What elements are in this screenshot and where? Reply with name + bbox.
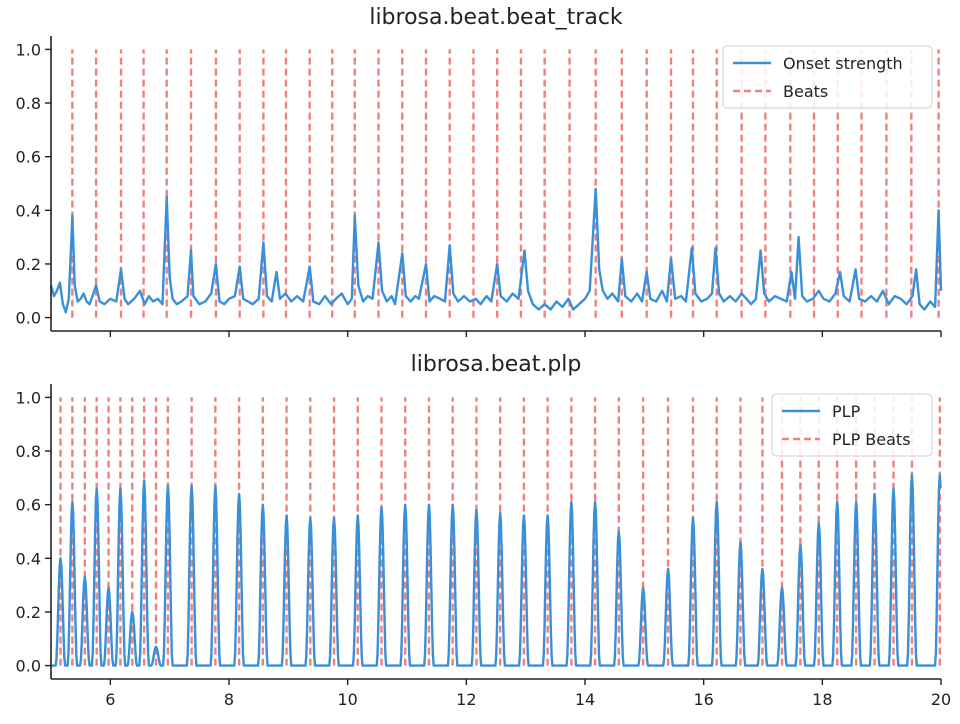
plp-chart-title: librosa.beat.plp	[411, 352, 582, 377]
beat-track-y-tick-label: 0.2	[16, 255, 41, 274]
plp-y-tick-label: 0.8	[16, 442, 41, 461]
plp-x-tick-label: 14	[575, 690, 595, 709]
plp-series-line	[51, 474, 942, 667]
beat-track-series-line	[49, 187, 943, 314]
plp-x-tick-label: 16	[693, 690, 713, 709]
beat-track-chart-title: librosa.beat.beat_track	[369, 5, 623, 30]
plp-x-tick-label: 8	[224, 690, 234, 709]
plp-y-tick-label: 0.0	[16, 657, 41, 676]
plp-y-tick-label: 1.0	[16, 388, 41, 407]
beat-track-y-tick-label: 0.0	[16, 309, 41, 328]
beat-track-legend-series-label: Onset strength	[783, 54, 903, 73]
beat-track-legend: Onset strength Beats	[722, 45, 933, 109]
plp-y-tick-label: 0.4	[16, 549, 41, 568]
beat-track-y-tick-label: 0.4	[16, 201, 41, 220]
plp-panel: librosa.beat.plp 0.0 0.2 0.4 0.6 0.8 1.0 6 8 10 12…	[16, 352, 952, 709]
beat-track-y-tick-label: 1.0	[16, 40, 41, 59]
plp-legend: PLP PLP Beats	[771, 393, 933, 457]
beat-track-panel: librosa.beat.beat_track 0.0 0.2 0.4 0.6 0.8 1.…	[16, 5, 943, 337]
plp-x-tick-label: 10	[337, 690, 357, 709]
beat-track-y-tick-label: 0.8	[16, 94, 41, 113]
beat-track-y-tick-label: 0.6	[16, 148, 41, 167]
plp-x-tick-label: 18	[812, 690, 832, 709]
plp-y-tick-label: 0.6	[16, 496, 41, 515]
plp-legend-series-label: PLP	[832, 402, 861, 421]
plp-x-tick-label: 6	[105, 690, 115, 709]
plp-legend-markers-label: PLP Beats	[832, 430, 911, 449]
plp-y-tick-label: 0.2	[16, 603, 41, 622]
plp-x-tick-label: 20	[931, 690, 951, 709]
plp-legend-box	[771, 393, 933, 457]
beat-track-legend-markers-label: Beats	[783, 82, 828, 101]
plp-x-tick-label: 12	[456, 690, 476, 709]
beat-track-legend-box	[722, 45, 933, 109]
